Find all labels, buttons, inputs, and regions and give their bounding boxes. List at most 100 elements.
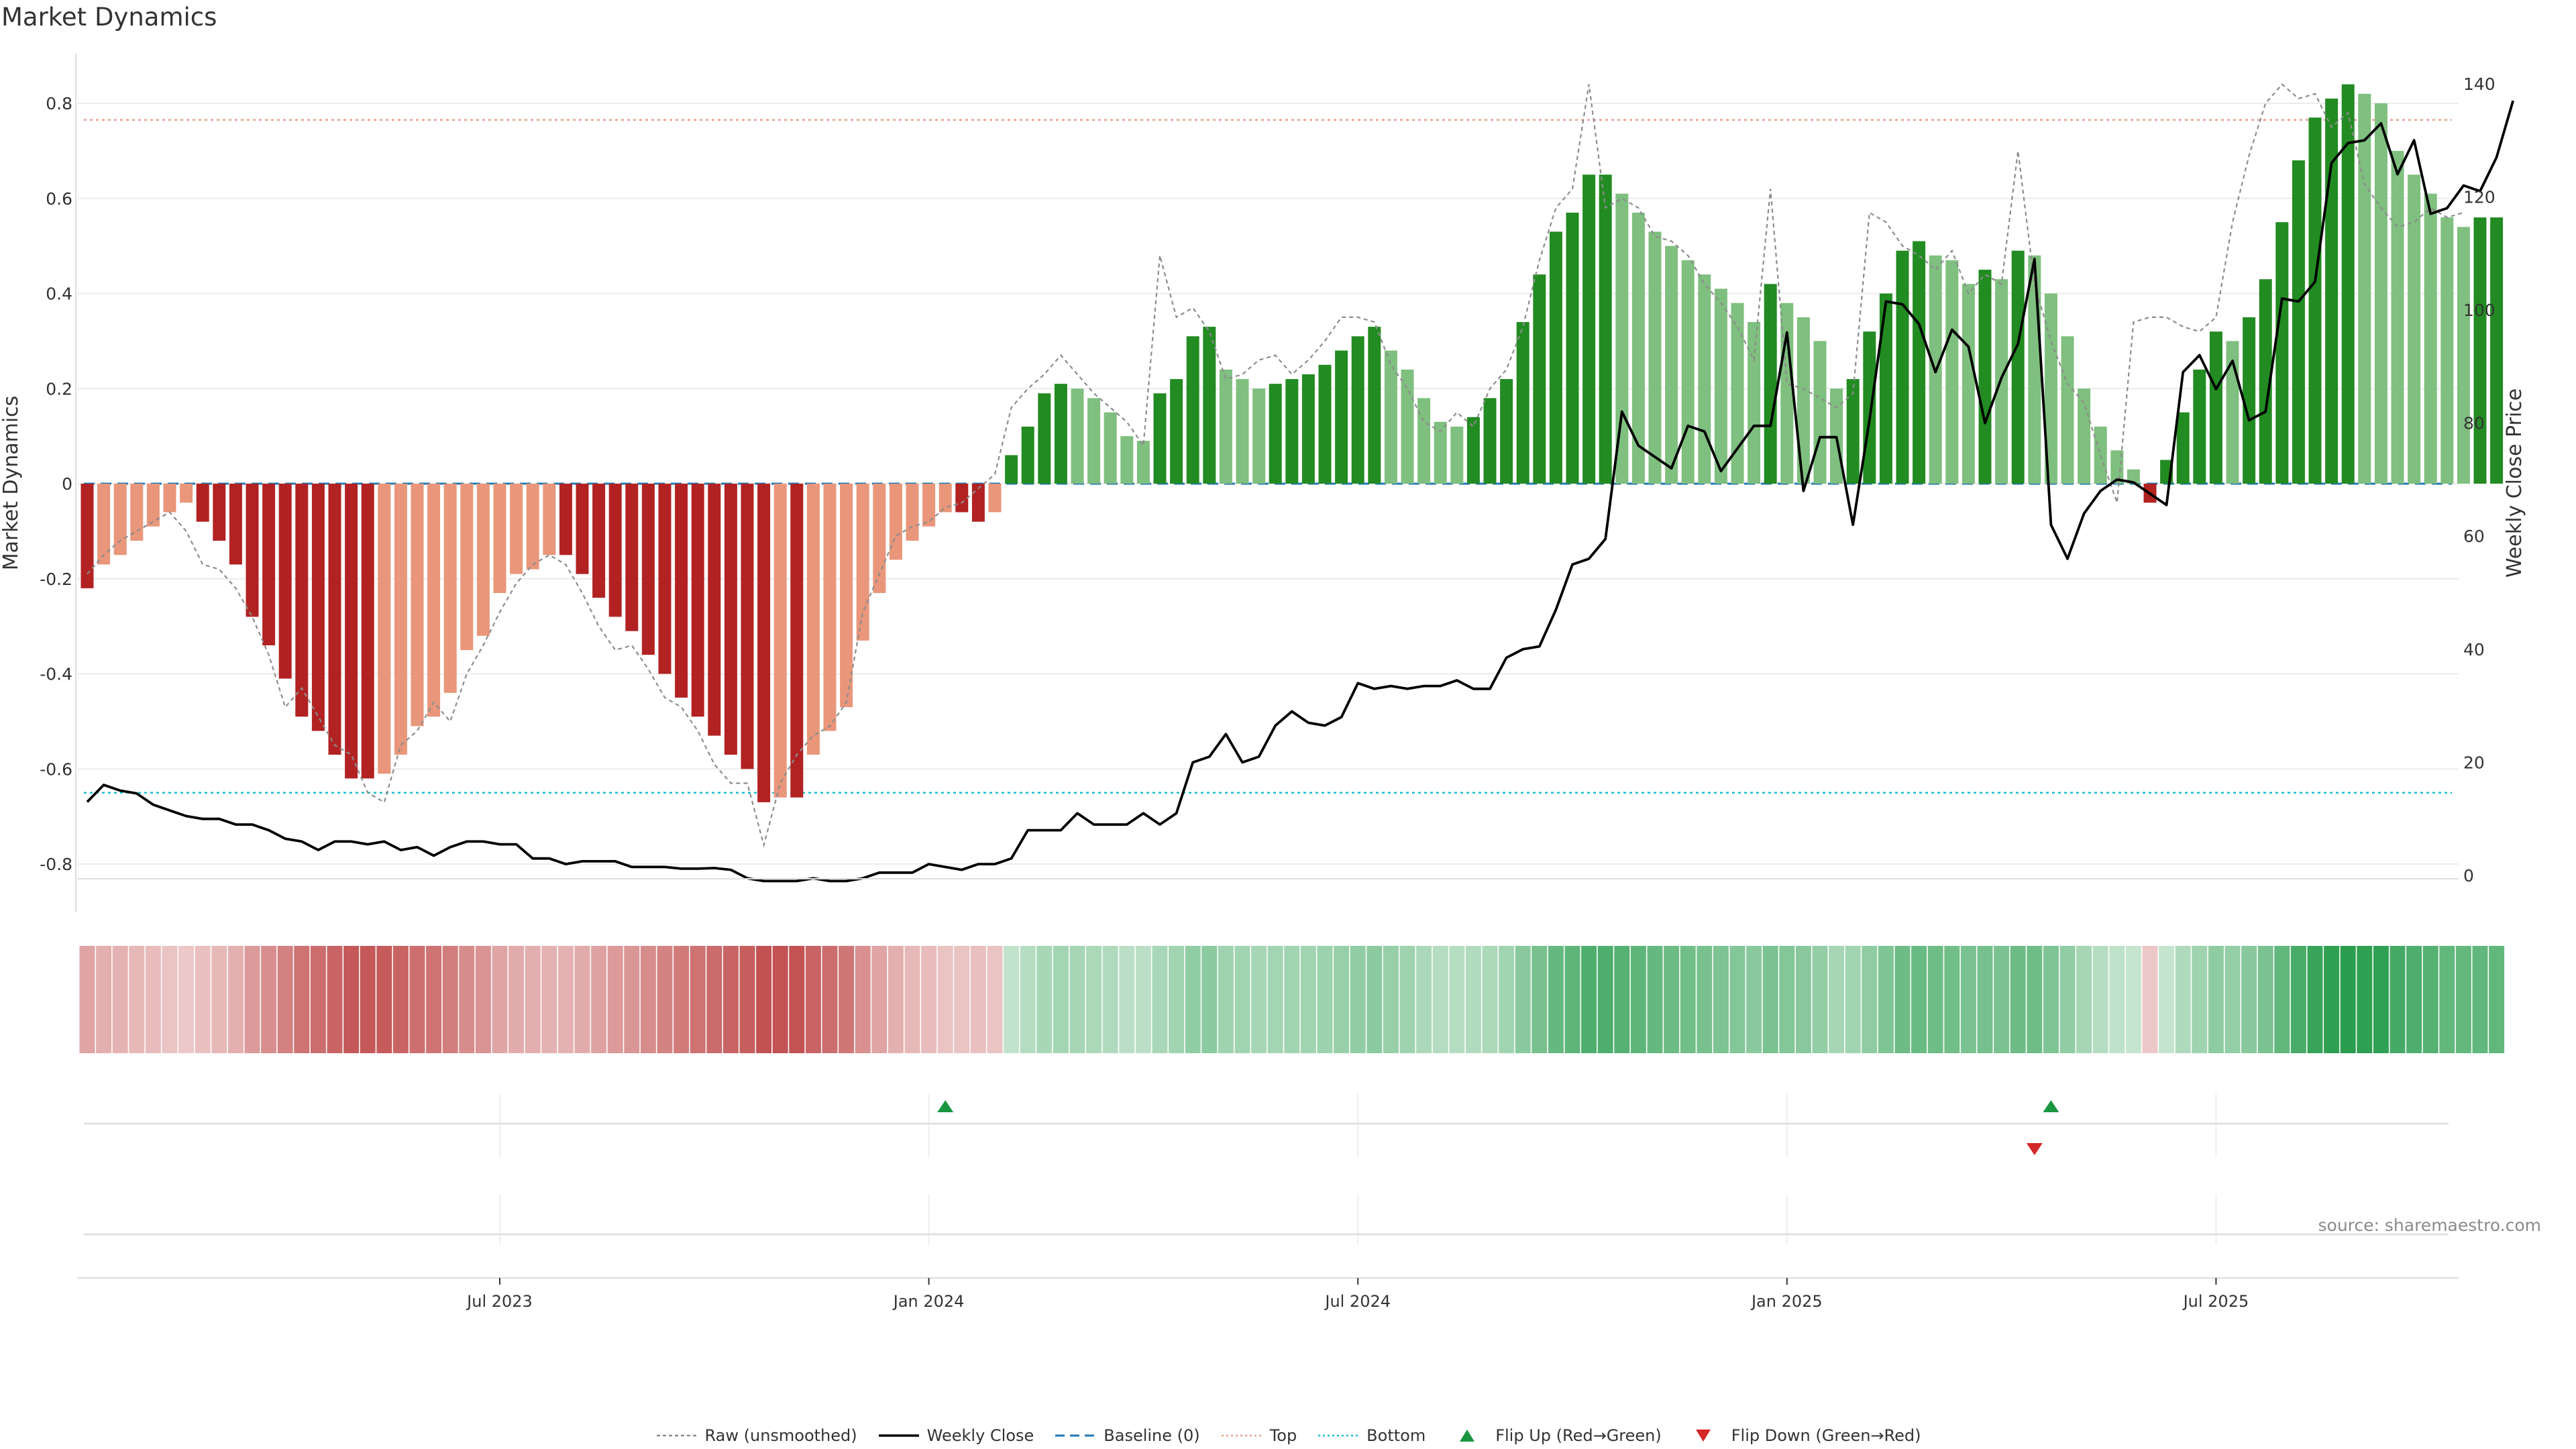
strip-cell — [2224, 946, 2241, 1053]
strip-cell — [1729, 946, 1746, 1053]
bar — [988, 484, 1002, 513]
strip-cell — [360, 946, 376, 1053]
strip-cell — [574, 946, 590, 1053]
bar — [1516, 322, 1529, 484]
bar — [1252, 388, 1266, 484]
strip-cell — [442, 946, 458, 1053]
strip-cell — [690, 946, 706, 1053]
strip-cell — [1449, 946, 1465, 1053]
bar — [608, 484, 622, 617]
bar — [2440, 217, 2454, 484]
strip-cell — [261, 946, 277, 1053]
strip-cell — [2489, 946, 2505, 1053]
bar — [773, 484, 787, 798]
strip-cell — [1366, 946, 1383, 1053]
strip-cell — [921, 946, 937, 1053]
legend-bottom: Bottom — [1317, 1426, 1426, 1445]
bar — [873, 484, 886, 594]
bar — [675, 484, 688, 698]
bar — [510, 484, 523, 574]
strip-cell — [1812, 946, 1828, 1053]
bar — [2457, 227, 2470, 484]
bar — [361, 484, 374, 779]
strip-cell — [1697, 946, 1713, 1053]
bar — [1665, 246, 1678, 484]
bar — [130, 484, 144, 541]
y2-tick-label: 80 — [2463, 414, 2485, 433]
strip-cell — [2422, 946, 2438, 1053]
bar — [1285, 379, 1299, 484]
bar — [1764, 284, 1777, 484]
bar — [1681, 260, 1695, 484]
bar — [2308, 117, 2322, 484]
strip-cell — [1862, 946, 1878, 1053]
strip-cell — [756, 946, 772, 1053]
strip-cell — [1911, 946, 1927, 1053]
bar — [1582, 174, 1596, 484]
strip-cell — [1086, 946, 1102, 1053]
strip-cell — [2159, 946, 2175, 1053]
strip-cell — [1944, 946, 1960, 1053]
bar — [97, 484, 111, 565]
bar — [741, 484, 754, 769]
strip-cell — [674, 946, 690, 1053]
bar — [2341, 84, 2355, 484]
strip-cell — [2472, 946, 2488, 1053]
strip-cell — [1251, 946, 1267, 1053]
close-line — [86, 100, 2515, 883]
y-tick-label: 0.8 — [46, 94, 72, 113]
bar — [922, 484, 936, 527]
bar — [1071, 388, 1084, 484]
strip-cell — [739, 946, 755, 1053]
strip-cell — [2043, 946, 2059, 1053]
source-note: source: sharemaestro.com — [2318, 1216, 2542, 1235]
bar — [1615, 193, 1629, 484]
bar — [955, 484, 969, 513]
strip-cell — [1548, 946, 1564, 1053]
bar — [2127, 469, 2140, 484]
flip-markers — [937, 1100, 2059, 1155]
bar — [576, 484, 589, 574]
strip-cell — [112, 946, 128, 1053]
strip-cell — [1762, 946, 1778, 1053]
bar — [328, 484, 341, 755]
y2-tick-label: 60 — [2463, 527, 2485, 546]
bar — [1879, 293, 1892, 484]
bar — [180, 484, 193, 503]
y-tick-label: 0 — [62, 474, 72, 494]
strip-cell — [1977, 946, 1993, 1053]
bar — [1120, 436, 1134, 484]
bar — [625, 484, 639, 631]
bar — [1913, 241, 1926, 484]
legend: Raw (unsmoothed) Weekly Close Baseline (… — [0, 1422, 2576, 1449]
x-tick-label: Jan 2024 — [892, 1292, 965, 1311]
y-tick-label: -0.6 — [40, 759, 72, 779]
strip-cell — [871, 946, 888, 1053]
bar — [1351, 336, 1364, 484]
y-tick-label: 0.6 — [46, 189, 72, 209]
bar — [724, 484, 737, 755]
bar — [262, 484, 276, 645]
bar — [1483, 398, 1497, 484]
bar — [229, 484, 242, 565]
bar — [1186, 336, 1199, 484]
bar — [1005, 455, 1018, 484]
strip-cell — [310, 946, 326, 1053]
bar — [1136, 441, 1150, 484]
bar — [246, 484, 259, 617]
strip-cell — [1829, 946, 1845, 1053]
strip-cell — [2439, 946, 2455, 1053]
strip-cell — [2340, 946, 2356, 1053]
y2-tick-label: 40 — [2463, 640, 2485, 659]
axes: -0.8 -0.6 -0.4 -0.2 0 0.2 0.4 0.6 0.8 0 20 40 60 80 10… — [0, 54, 2526, 1311]
strip-cell — [1004, 946, 1020, 1053]
strip-cell — [1218, 946, 1234, 1053]
bar — [1631, 213, 1645, 484]
strip-cell — [525, 946, 541, 1053]
strip-cell — [541, 946, 557, 1053]
bar — [2209, 331, 2222, 484]
bar — [691, 484, 704, 717]
strip-cell — [1894, 946, 1911, 1053]
strip-cell — [772, 946, 788, 1053]
strip-cell — [888, 946, 904, 1053]
